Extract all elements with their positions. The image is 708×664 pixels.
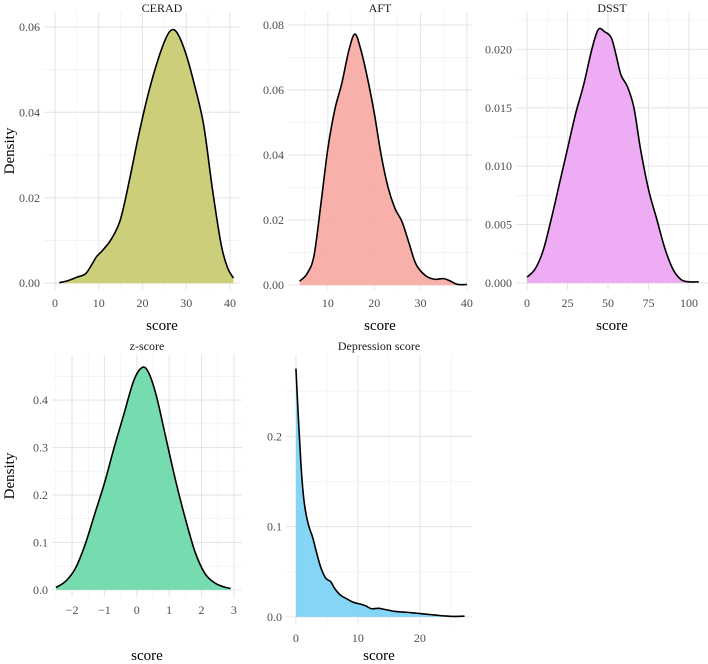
x-tick-label: 25: [562, 296, 574, 310]
x-tick-label: 2: [199, 603, 205, 617]
density-line: [526, 27, 699, 283]
x-tick-label: 75: [643, 296, 655, 310]
x-tick-label: 0: [293, 631, 299, 645]
density-area: [55, 367, 231, 590]
y-tick-label: 0.02: [19, 191, 40, 205]
y-axis-label: Density: [2, 127, 18, 174]
x-tick-label: −2: [66, 603, 79, 617]
panel-dsst: 0 25 50 75 100 0.000 0.005 0.010 0.015 0.020 DSST s…: [485, 1, 708, 334]
y-tick-label: 0.010: [485, 159, 512, 173]
y-tick-label: 0.2: [267, 429, 282, 443]
panel-title: DSST: [597, 1, 627, 15]
density-line: [55, 366, 231, 590]
panel-title: AFT: [369, 1, 392, 15]
x-axis-label: score: [363, 648, 395, 664]
y-tick-label: 0.4: [33, 393, 48, 407]
x-tick-label: 10: [352, 631, 364, 645]
x-axis-label: score: [596, 318, 628, 334]
y-tick-label: 0.00: [19, 276, 40, 290]
x-tick-label: 50: [602, 296, 614, 310]
y-tick-label: 0.1: [33, 535, 48, 549]
x-tick-label: 0: [52, 296, 58, 310]
x-tick-label: 20: [414, 631, 426, 645]
density-area: [299, 34, 467, 286]
density-area: [295, 368, 465, 617]
x-tick-label: 20: [136, 296, 148, 310]
y-tick-label: 0.06: [263, 83, 284, 97]
x-tick-label: 40: [224, 296, 236, 310]
y-tick-label: 0.06: [19, 20, 40, 34]
panel-aft: 10 20 30 40 0.00 0.02 0.04 0.06 0.08 AFT score: [263, 1, 473, 334]
x-tick-label: 0: [134, 603, 140, 617]
x-tick-label: 1: [166, 603, 172, 617]
density-area: [59, 29, 234, 284]
y-tick-label: 0.02: [263, 213, 284, 227]
x-tick-label: 3: [231, 603, 237, 617]
y-tick-label: 0.0: [33, 583, 48, 597]
x-axis-label: score: [364, 318, 396, 334]
y-tick-label: 0.04: [19, 105, 40, 119]
x-tick-label: 30: [180, 296, 192, 310]
density-line: [295, 368, 465, 618]
y-tick-label: 0.08: [263, 18, 284, 32]
x-tick-label: 10: [322, 296, 334, 310]
x-axis-label: score: [146, 318, 178, 334]
x-tick-label: −1: [98, 603, 111, 617]
y-tick-label: 0.020: [485, 42, 512, 56]
panel-z-score: −2 −1 0 1 2 3 0.0 0.1 0.2 0.3 0.4 z-score score Densi…: [2, 339, 242, 664]
panel-title: z-score: [130, 339, 165, 353]
panel-cerad: 0 10 20 30 40 0.00 0.02 0.04 0.06 CERAD score Densi…: [2, 1, 240, 334]
y-tick-label: 0.000: [485, 276, 512, 290]
panel-title: CERAD: [142, 1, 183, 15]
y-tick-label: 0.00: [263, 278, 284, 292]
x-tick-label: 40: [461, 296, 473, 310]
x-tick-label: 20: [368, 296, 380, 310]
y-tick-label: 0.3: [33, 441, 48, 455]
x-tick-label: 100: [680, 296, 698, 310]
panel-title: Depression score: [338, 339, 420, 353]
y-tick-label: 0.1: [267, 520, 282, 534]
x-axis-label: score: [131, 648, 163, 664]
y-tick-label: 0.04: [263, 148, 284, 162]
x-tick-label: 30: [415, 296, 427, 310]
density-line: [299, 33, 467, 286]
x-tick-label: 10: [93, 296, 105, 310]
panel-depression-score: 0 10 20 0.0 0.1 0.2 Depression score score: [267, 339, 472, 664]
y-axis-label: Density: [2, 452, 18, 499]
y-tick-label: 0.2: [33, 488, 48, 502]
density-line: [59, 28, 235, 284]
y-tick-label: 0.0: [267, 610, 282, 624]
x-tick-label: 0: [524, 296, 530, 310]
density-area: [527, 28, 699, 283]
y-tick-label: 0.015: [485, 101, 512, 115]
y-tick-label: 0.005: [485, 218, 512, 232]
